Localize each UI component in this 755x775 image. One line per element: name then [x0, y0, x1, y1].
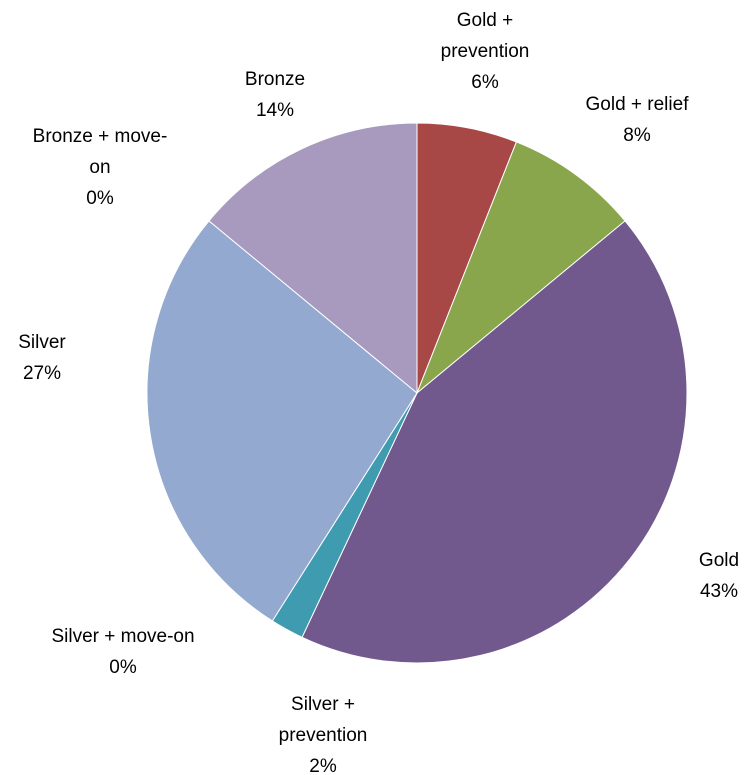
data-label-silver-move-on: Silver + move-on 0%: [51, 626, 194, 678]
data-label-name: Silver +: [291, 694, 355, 715]
data-label-gold-prevention: Gold + prevention 6%: [441, 10, 530, 93]
data-label-name: prevention: [279, 725, 368, 746]
data-label-gold: Gold 43%: [699, 550, 739, 602]
data-label-name: Bronze: [245, 69, 305, 90]
data-label-percent: 2%: [309, 756, 337, 775]
data-label-name: prevention: [441, 41, 530, 62]
data-label-silver: Silver 27%: [18, 332, 66, 384]
data-label-name: Gold + relief: [586, 94, 690, 115]
data-label-percent: 0%: [109, 657, 137, 678]
data-label-name: on: [89, 157, 110, 178]
data-label-bronze-move-on: Bronze + move-on 0%: [33, 126, 168, 209]
pie-slices: [147, 123, 687, 663]
data-label-percent: 43%: [700, 581, 738, 602]
data-label-percent: 0%: [86, 188, 114, 209]
data-label-name: Gold: [699, 550, 739, 571]
data-label-name: Silver + move-on: [51, 626, 194, 647]
data-label-percent: 6%: [471, 72, 499, 93]
data-label-percent: 14%: [256, 100, 294, 121]
data-label-name: Bronze + move-: [33, 126, 168, 147]
data-label-bronze: Bronze 14%: [245, 69, 305, 121]
data-label-name: Gold +: [457, 10, 514, 31]
data-label-silver-prevention: Silver + prevention 2%: [279, 694, 368, 775]
data-label-percent: 27%: [23, 363, 61, 384]
data-label-percent: 8%: [623, 125, 651, 146]
data-label-name: Silver: [18, 332, 66, 353]
data-label-gold-relief: Gold + relief 8%: [586, 94, 690, 146]
